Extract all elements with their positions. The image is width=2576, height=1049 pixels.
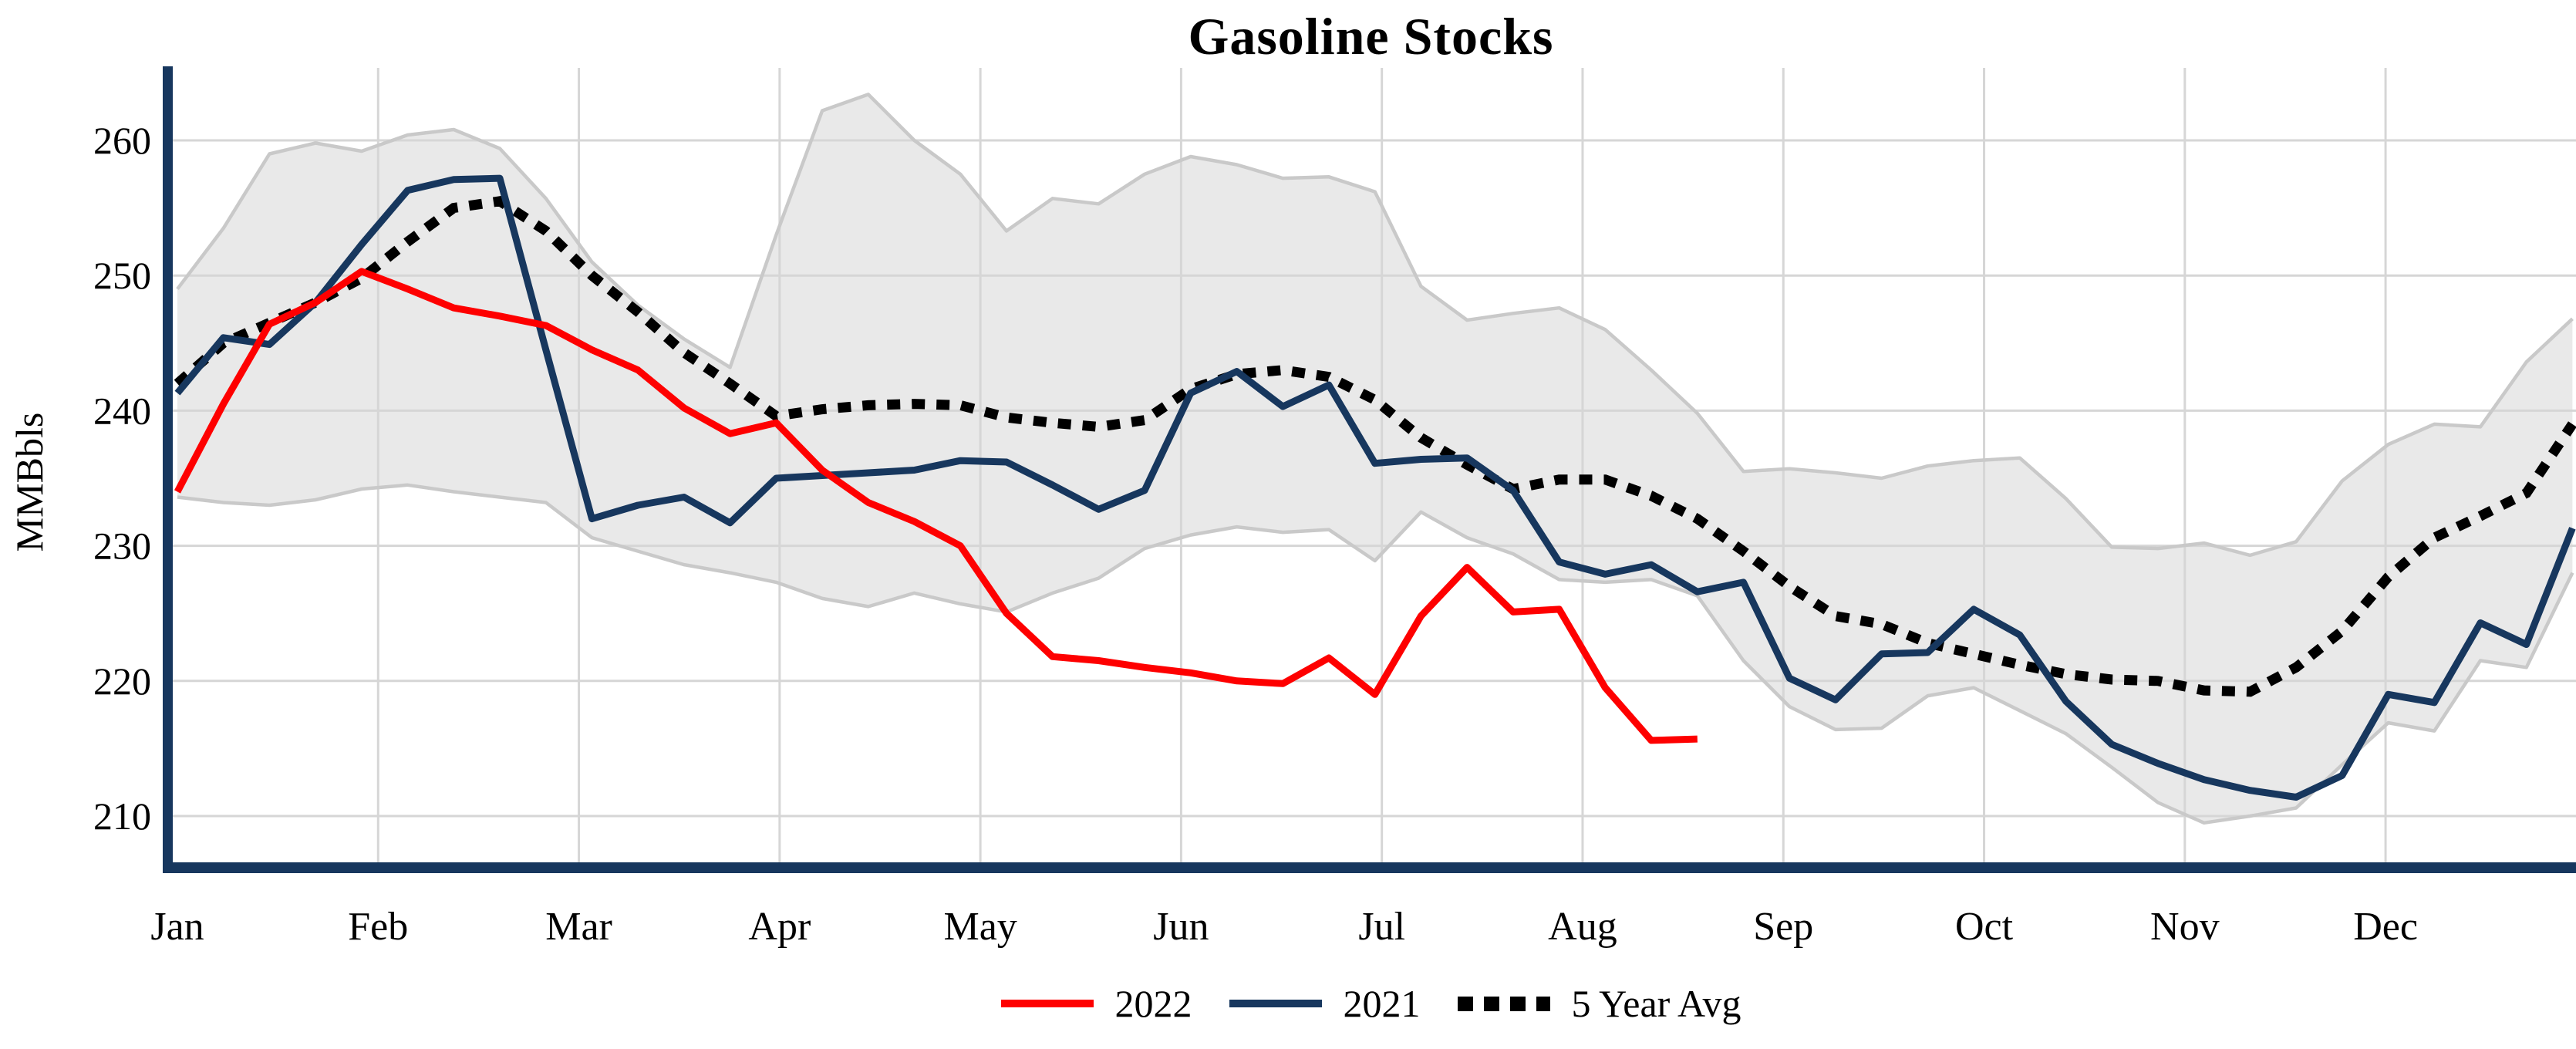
chart-title: Gasoline Stocks <box>1188 7 1554 66</box>
x-tick-label-Jul: Jul <box>1358 905 1405 949</box>
legend-swatch-5-year-avg <box>1457 996 1550 1011</box>
line-5-year-avg <box>174 196 2576 697</box>
legend-label: 2021 <box>1343 982 1421 1025</box>
line-2022 <box>174 268 1698 744</box>
y-axis-line <box>163 66 173 873</box>
y-tick-label-260: 260 <box>93 119 151 162</box>
x-tick-label-Sep: Sep <box>1753 905 1813 949</box>
x-tick-label-Apr: Apr <box>748 905 811 949</box>
x-tick-label-Oct: Oct <box>1955 905 2014 949</box>
y-tick-label-240: 240 <box>93 389 151 432</box>
legend-item-2022: 2022 <box>1000 981 1192 1026</box>
x-tick-label-Mar: Mar <box>545 905 612 949</box>
legend-item-2021: 2021 <box>1229 981 1421 1026</box>
legend-label: 2022 <box>1114 982 1192 1025</box>
y-tick-label-250: 250 <box>93 254 151 297</box>
band-upper-edge <box>176 93 2574 558</box>
x-tick-label-Feb: Feb <box>348 905 408 949</box>
x-tick-label-Jun: Jun <box>1153 905 1209 949</box>
y-tick-label-220: 220 <box>93 659 151 703</box>
legend-label: 5 Year Avg <box>1571 982 1741 1025</box>
y-tick-label-230: 230 <box>93 524 151 568</box>
legend: 2022 2021 5 Year Avg <box>166 981 2576 1026</box>
x-axis-line <box>163 862 2576 873</box>
y-axis-label: MMBbls <box>8 412 51 552</box>
band-lower-edge <box>177 483 2574 825</box>
x-tick-label-Jan: Jan <box>150 905 204 949</box>
x-tick-label-Nov: Nov <box>2150 905 2220 949</box>
line-2021 <box>174 174 2576 801</box>
legend-swatch-2022 <box>1000 1000 1094 1007</box>
legend-swatch-2021 <box>1229 1000 1322 1007</box>
x-tick-label-Dec: Dec <box>2353 905 2418 949</box>
x-tick-label-Aug: Aug <box>1548 905 1617 949</box>
y-tick-label-210: 210 <box>93 794 151 838</box>
x-tick-label-May: May <box>943 905 1017 949</box>
legend-item-5-year-avg: 5 Year Avg <box>1457 981 1741 1026</box>
